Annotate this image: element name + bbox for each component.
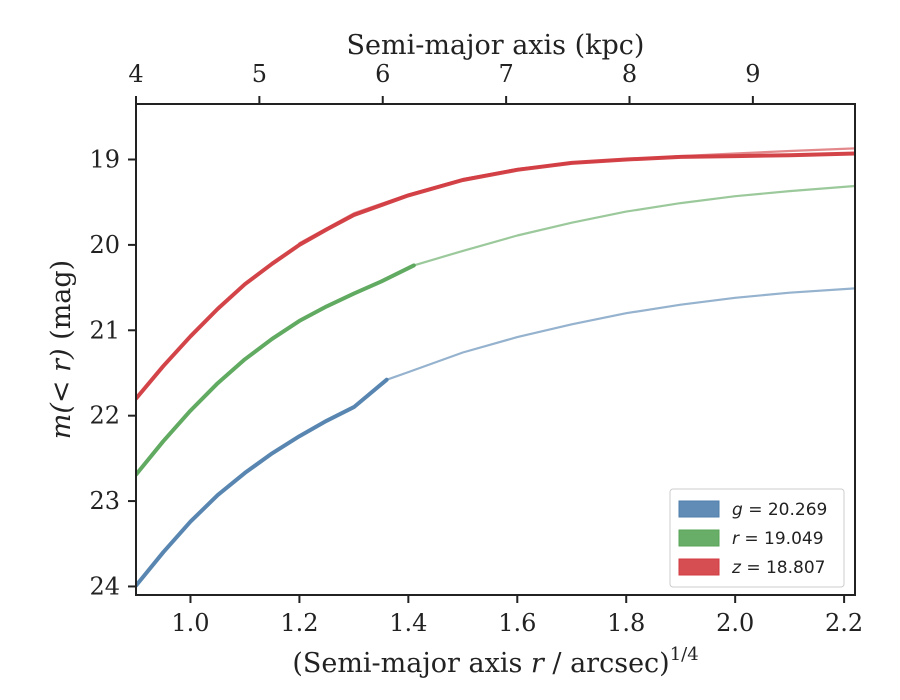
series-z-measured-line [136,151,855,401]
x-axis-title-var: r [531,648,546,679]
y-tick-label: 22 [89,402,120,430]
y-tick-label: 19 [89,146,120,174]
top-x-tick-label: 8 [622,60,637,88]
y-axis-title-unit: (mag) [46,260,77,349]
y-axis-title-var: m(< r) [46,348,77,439]
x-tick-label: 1.8 [607,609,645,637]
legend-value-r: = 19.049 [739,529,824,549]
y-tick-label: 24 [89,572,120,600]
series-g-measured-line [136,377,389,588]
y-tick-label: 23 [89,487,120,515]
legend-value-z: = 18.807 [741,558,826,578]
x-tick-label: 1.6 [498,609,536,637]
legend-swatch-z [678,558,720,576]
x-tick-label: 1.2 [280,609,318,637]
legend-swatch-g [678,500,720,518]
top-x-axis-title: Semi-major axis (kpc) [347,30,645,61]
x-tick-label: 1.4 [389,609,427,637]
y-tick-label: 20 [89,231,120,259]
legend-value-g: = 20.269 [743,500,828,520]
legend-var-r: r [732,529,740,549]
series-r-measured-line [136,263,416,477]
y-tick-label: 21 [89,316,120,344]
axes-layer: 1.0 1.2 1.4 1.6 1.8 2.0 2.2 19 20 21 22 23 24 4 5 6 7 8 9 [89,60,863,637]
x-axis-title-exponent: 1/4 [670,644,699,665]
series-layer [136,147,855,588]
legend-swatch-r [678,529,720,547]
series-g-model-line [385,287,855,381]
x-axis-title-suffix: / arcsec) [544,648,670,679]
y-axis-title: m(< r) (mag) [46,260,77,439]
legend-var-g: g [732,500,743,520]
legend-label-g: g = 20.269 [732,500,827,520]
x-tick-label: 1.0 [171,609,209,637]
legend-var-z: z [731,558,742,578]
x-tick-label: 2.2 [825,609,863,637]
series-r-model-line [412,184,855,267]
top-x-tick-label: 9 [745,60,760,88]
top-x-tick-label: 4 [128,60,143,88]
x-tick-label: 2.0 [716,609,754,637]
x-axis-title: (Semi-major axis r / arcsec)1/4 [292,644,698,679]
legend-label-r: r = 19.049 [732,529,824,549]
legend-label-z: z = 18.807 [731,558,825,578]
plot-area [136,147,855,588]
top-x-tick-label: 5 [252,60,267,88]
top-x-tick-label: 7 [498,60,513,88]
plot-frame [135,103,856,596]
top-x-tick-label: 6 [375,60,390,88]
x-axis-title-prefix: (Semi-major axis [292,648,531,679]
